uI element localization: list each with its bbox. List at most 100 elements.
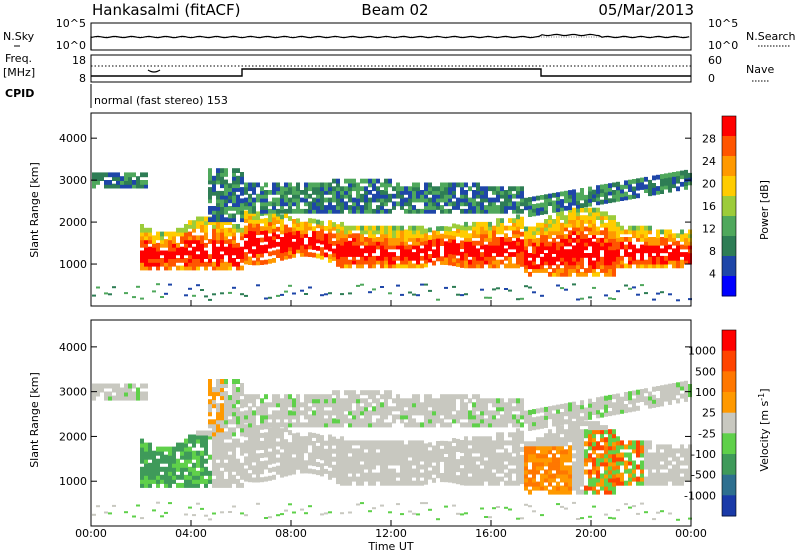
- velocity-cell: [524, 465, 528, 471]
- power-cell: [640, 248, 644, 254]
- velocity-cell: [248, 410, 252, 416]
- velocity-cell: [224, 415, 228, 421]
- velocity-cell: [576, 429, 580, 435]
- power-cell: [508, 205, 512, 210]
- power-cell: [380, 201, 384, 207]
- velocity-cell: [228, 442, 232, 448]
- power-cell: [248, 193, 252, 199]
- power-cell: [424, 239, 428, 245]
- power-cell: [308, 205, 312, 210]
- power-cell: [492, 208, 496, 214]
- velocity-cell: [156, 478, 160, 484]
- velocity-cell: [452, 414, 456, 420]
- velocity-cell: [248, 394, 252, 400]
- power-cell: [320, 186, 324, 192]
- velocity-cell: [180, 442, 184, 448]
- power-cell: [220, 292, 224, 295]
- power-cell: [460, 225, 464, 231]
- power-cell: [420, 208, 424, 214]
- power-cell: [340, 201, 344, 207]
- power-cell: [140, 172, 144, 178]
- velocity-cell: [248, 440, 252, 446]
- velocity-cell: [400, 456, 404, 462]
- velocity-cell: [668, 468, 672, 474]
- velocity-cell: [672, 452, 676, 458]
- power-cell: [332, 205, 336, 210]
- power-cell: [540, 294, 544, 297]
- power-cell: [644, 259, 648, 265]
- power-cell: [352, 255, 356, 261]
- power-cell: [296, 182, 300, 188]
- velocity-cell: [288, 430, 292, 436]
- velocity-cell: [328, 446, 332, 452]
- velocity-cell: [400, 472, 404, 478]
- velocity-cell: [564, 453, 568, 459]
- velocity-cell: [232, 427, 236, 433]
- velocity-cell: [568, 473, 572, 479]
- velocity-cell: [504, 410, 508, 416]
- velocity-cell: [308, 432, 312, 438]
- power-cell: [192, 250, 196, 256]
- power-cell: [616, 221, 620, 227]
- power-cell: [384, 237, 388, 242]
- power-cell: [248, 201, 252, 207]
- velocity-cell: [436, 445, 440, 450]
- velocity-cell: [304, 460, 308, 466]
- power-cell: [344, 229, 348, 235]
- power-cell: [464, 229, 468, 235]
- velocity-cell: [220, 511, 224, 514]
- velocity-cell: [200, 458, 204, 464]
- velocity-cell: [580, 433, 584, 439]
- velocity-cell: [192, 442, 196, 448]
- power-cell: [384, 263, 388, 269]
- power-cell: [148, 246, 152, 252]
- velocity-cell: [336, 446, 340, 452]
- power-cell: [576, 256, 580, 262]
- power-cell: [312, 252, 316, 258]
- velocity-cell: [368, 394, 372, 400]
- velocity-cell: [472, 468, 476, 474]
- velocity-cell: [516, 460, 520, 466]
- velocity-cell: [96, 505, 100, 508]
- velocity-cell: [256, 394, 260, 400]
- power-cell: [172, 239, 176, 244]
- power-cell: [548, 219, 552, 224]
- power-cell: [412, 252, 416, 257]
- power-cell: [272, 224, 276, 229]
- velocity-cell: [432, 457, 436, 463]
- velocity-cell: [484, 422, 488, 428]
- velocity-cell: [572, 469, 576, 475]
- power-cell: [92, 183, 96, 189]
- power-cell: [628, 225, 632, 231]
- colorbar-swatch: [722, 412, 736, 434]
- power-cell: [468, 201, 472, 207]
- power-cell: [284, 236, 288, 241]
- power-cell: [404, 237, 408, 242]
- velocity-cell: [340, 472, 344, 478]
- power-cell: [220, 254, 224, 259]
- power-cell: [436, 226, 440, 232]
- power-cell: [608, 237, 612, 243]
- velocity-cell: [556, 473, 560, 479]
- power-cell: [640, 225, 644, 231]
- power-cell: [500, 208, 504, 214]
- velocity-cell: [452, 394, 456, 400]
- power-cell: [480, 205, 484, 210]
- power-cell: [504, 193, 508, 199]
- power-cell: [668, 184, 672, 189]
- power-cell: [344, 244, 348, 250]
- power-cell: [628, 244, 632, 250]
- velocity-cell: [264, 414, 268, 420]
- velocity-cell: [456, 418, 460, 424]
- power-cell: [280, 229, 284, 235]
- power-cell: [352, 201, 356, 207]
- power-cell: [292, 193, 296, 199]
- velocity-cell: [468, 480, 472, 486]
- velocity-cell: [192, 466, 196, 472]
- power-cell: [624, 195, 628, 201]
- power-cell: [296, 201, 300, 207]
- velocity-cell: [640, 444, 644, 450]
- power-cell: [188, 287, 192, 290]
- velocity-cell: [360, 480, 364, 486]
- power-cell: [332, 208, 336, 214]
